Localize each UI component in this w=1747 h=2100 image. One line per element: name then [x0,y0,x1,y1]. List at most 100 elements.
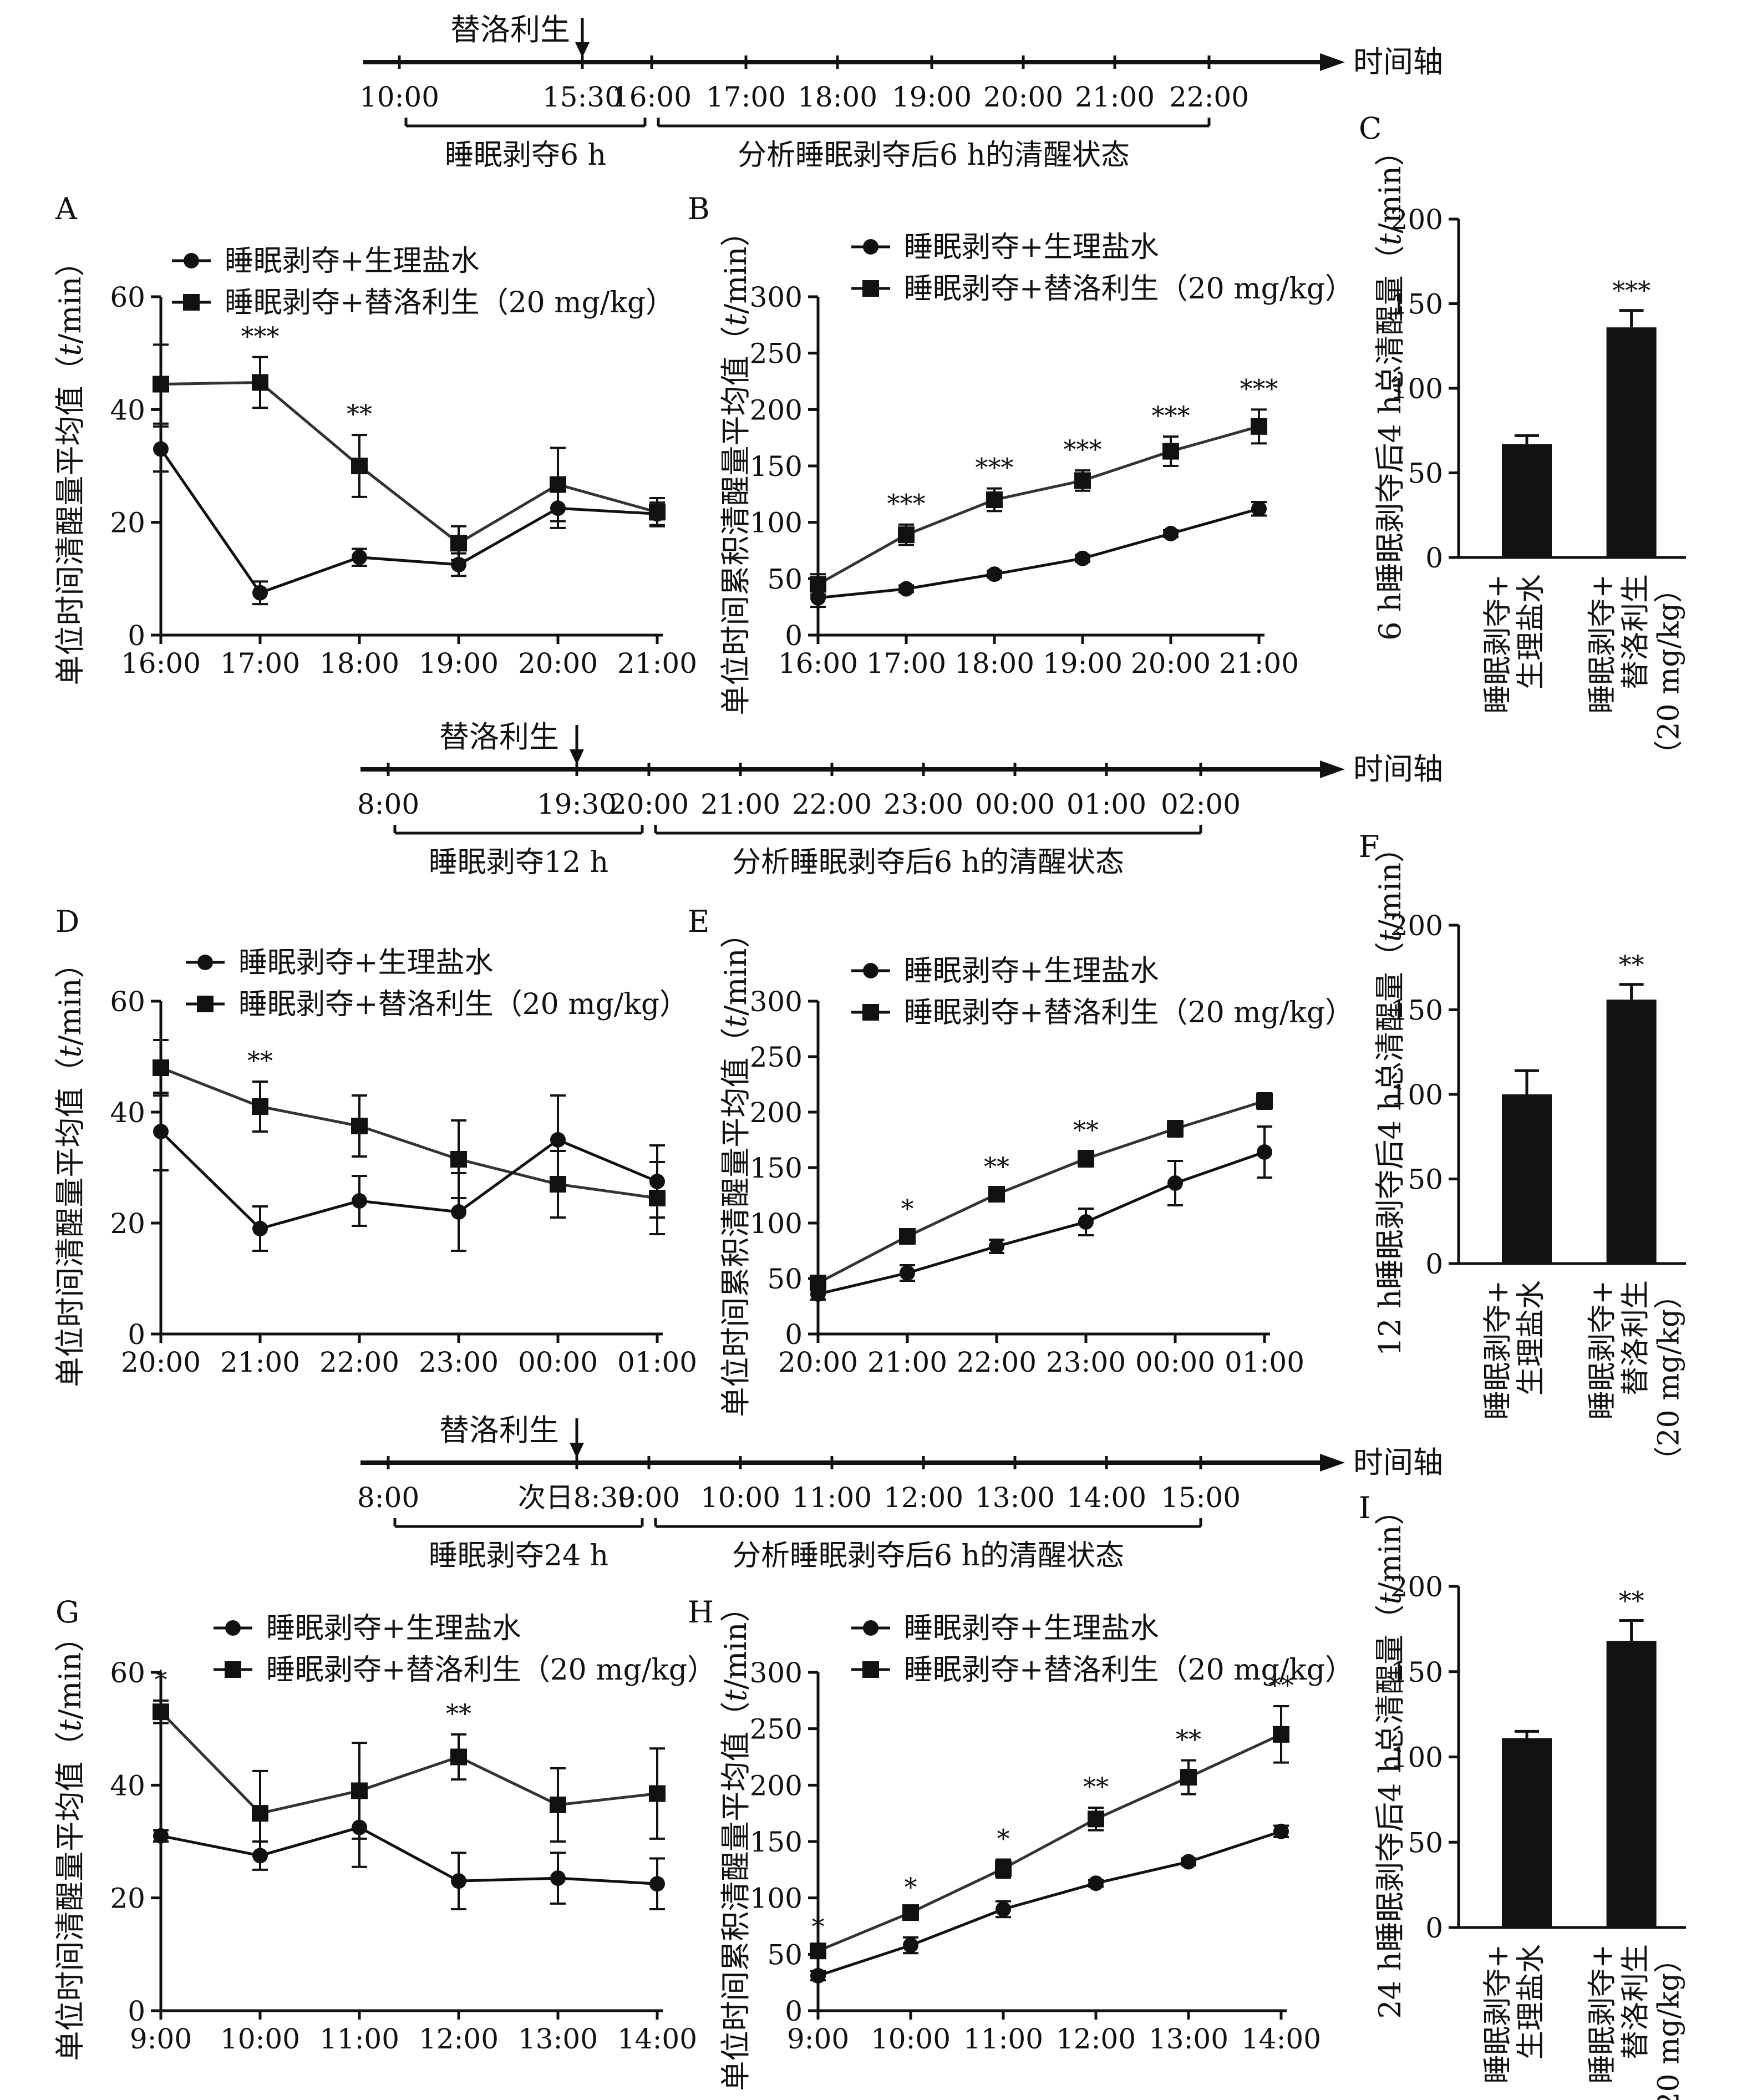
data-point-square [810,1942,826,1960]
data-point-circle [1163,526,1179,541]
y-tick-label: 300 [750,281,803,313]
data-point-circle [153,1828,169,1844]
y-tick-label: 50 [1408,1827,1443,1859]
timeline-tick-label: 12:00 [883,1482,963,1514]
category-label: （20 mg/kg） [1653,1944,1686,2100]
data-point-circle [863,239,878,255]
x-tick-label: 20:00 [1131,647,1211,679]
x-tick-label: 22:00 [957,1346,1037,1378]
y-axis-label: 单位时间累积清醒量平均值（t/min） [718,216,753,715]
timeline-tick-label: 8:00 [357,1482,419,1514]
data-point-circle [810,1286,826,1302]
bar [1502,1094,1552,1264]
data-point-square [1167,1120,1184,1137]
series-square [153,1699,666,1857]
x-tick-label: 19:00 [1043,647,1123,679]
series-circle [810,1823,1289,1984]
drug-arrow-icon [575,42,590,58]
x-tick-label: 00:00 [518,1346,598,1378]
timeline-tick-label: 11:00 [792,1482,872,1514]
significance-label: ** [247,1046,273,1076]
data-point-square [862,280,879,297]
y-tick-label: 100 [750,507,803,539]
y-tick-label: 0 [128,1995,145,2027]
y-tick-label: 150 [750,1826,803,1858]
x-tick-label: 23:00 [1046,1346,1126,1378]
data-point-circle [649,1876,665,1892]
data-point-square [1078,1150,1094,1167]
y-tick-label: 40 [110,394,145,426]
timeline-axis-label: 时间轴 [1353,752,1443,787]
x-tick-label: 12:00 [419,2023,499,2055]
series-line [160,1711,658,1815]
series-circle [153,1092,665,1252]
significance-label: ** [1073,1115,1099,1145]
data-point-circle [352,1819,367,1835]
series-line [160,1825,658,1885]
x-tick-label: 21:00 [617,647,697,679]
timeline-axis-label: 时间轴 [1353,1445,1443,1480]
y-tick-label: 0 [785,620,803,652]
significance-label: * [901,1194,914,1224]
data-point-square [153,1703,169,1721]
timeline-tick-label: 10:00 [359,81,439,113]
y-axis-label: 单位时间清醒量平均值（t/min） [53,1622,88,2061]
data-point-circle [550,1870,566,1886]
y-tick-label: 250 [750,1713,803,1746]
data-point-square [902,1904,919,1921]
data-point-circle [898,581,914,597]
y-axis-label: 单位时间清醒量平均值（t/min） [53,948,88,1387]
data-point-circle [550,500,566,516]
timeline-tick-label: 02:00 [1161,788,1241,820]
timeline-segment1-label: 睡眠剥夺12 h [429,846,608,879]
x-tick-label: 11:00 [319,2023,399,2055]
y-tick-label: 300 [750,1657,803,1689]
y-axis-label: 6 h睡眠剥夺后4 h总清醒量（t/min） [1373,136,1408,641]
significance-label: *** [1152,400,1190,430]
significance-label: * [155,1665,167,1695]
y-tick-label: 60 [110,1657,145,1689]
data-point-circle [1251,501,1267,517]
series-line [817,1830,1282,1977]
legend-label: 睡眠剥夺+生理盐水 [904,231,1159,264]
significance-label: ** [984,1152,1009,1181]
legend-label: 睡眠剥夺+替洛利生（20 mg/kg） [904,1653,1354,1687]
significance-label: *** [1612,276,1650,306]
series-line [160,381,658,545]
panel-letter: F [1359,829,1379,864]
series-line [160,1066,658,1200]
y-tick-label: 100 [1390,373,1443,405]
data-point-circle [863,963,878,978]
y-tick-label: 0 [1425,1248,1443,1280]
timeline-tick-label: 22:00 [792,788,872,820]
x-tick-label: 10:00 [220,2023,300,2055]
y-tick-label: 100 [750,1208,803,1240]
legend-label: 睡眠剥夺+生理盐水 [904,955,1159,988]
y-tick-label: 50 [767,1263,803,1295]
timeline-drug-label: 替洛利生 [439,1413,559,1448]
data-point-square [450,1151,467,1168]
series-circle [810,1125,1272,1302]
legend-label: 睡眠剥夺+替洛利生（20 mg/kg） [266,1653,716,1687]
timeline-tick-label: 9:00 [618,1482,680,1514]
significance-label: *** [887,489,926,519]
y-tick-label: 200 [1390,1571,1443,1603]
category-label: （20 mg/kg） [1653,1280,1686,1475]
y-tick-label: 50 [1408,458,1443,490]
data-point-circle [1088,1875,1104,1891]
data-point-square [1251,418,1267,435]
series-line [817,507,1260,600]
series-line [817,425,1260,586]
x-tick-label: 18:00 [954,647,1034,679]
data-point-square [153,376,169,393]
timeline-tick-label: 14:00 [1067,1482,1146,1514]
x-tick-label: 10:00 [871,2023,951,2055]
y-tick-label: 200 [750,394,803,426]
data-point-square [351,1118,368,1134]
significance-label: * [812,1911,825,1941]
y-tick-label: 50 [1408,1164,1443,1196]
